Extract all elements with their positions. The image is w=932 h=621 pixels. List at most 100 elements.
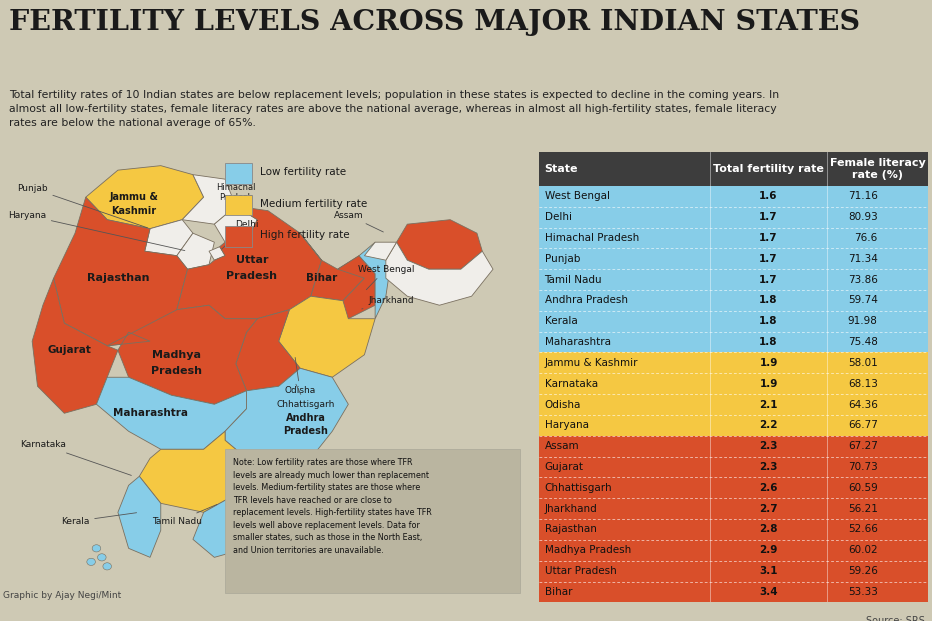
Text: 75.48: 75.48 xyxy=(848,337,878,347)
Text: Odisha: Odisha xyxy=(284,358,316,395)
Text: 64.36: 64.36 xyxy=(848,399,878,410)
Text: 80.93: 80.93 xyxy=(848,212,878,222)
Text: Delhi: Delhi xyxy=(222,220,258,249)
Circle shape xyxy=(98,554,106,561)
Text: Chhattisgarh: Chhattisgarh xyxy=(276,384,335,409)
Text: 56.21: 56.21 xyxy=(848,504,878,514)
Bar xyxy=(539,248,928,270)
Text: Medium fertility rate: Medium fertility rate xyxy=(260,199,367,209)
Bar xyxy=(539,353,928,373)
Bar xyxy=(226,227,252,247)
Text: Gujarat: Gujarat xyxy=(544,462,583,472)
Bar xyxy=(226,450,520,594)
Text: 2.7: 2.7 xyxy=(760,504,778,514)
Text: 1.6: 1.6 xyxy=(760,191,778,201)
Bar xyxy=(539,456,928,478)
Bar xyxy=(539,290,928,311)
Text: Karnataka: Karnataka xyxy=(544,379,597,389)
Text: Andhra: Andhra xyxy=(285,413,325,423)
Text: Himachal Pradesh: Himachal Pradesh xyxy=(544,233,638,243)
Text: Rajasthan: Rajasthan xyxy=(87,273,149,283)
Text: 1.9: 1.9 xyxy=(760,358,777,368)
Text: Total fertility rate: Total fertility rate xyxy=(713,164,824,174)
Text: Haryana: Haryana xyxy=(544,420,588,430)
Text: 59.74: 59.74 xyxy=(848,296,878,306)
Text: 67.27: 67.27 xyxy=(848,441,878,451)
Text: FERTILITY LEVELS ACROSS MAJOR INDIAN STATES: FERTILITY LEVELS ACROSS MAJOR INDIAN STA… xyxy=(9,9,860,36)
Polygon shape xyxy=(359,242,391,319)
Text: Madhya: Madhya xyxy=(152,350,201,360)
Text: State: State xyxy=(544,164,578,174)
Bar xyxy=(539,311,928,332)
Polygon shape xyxy=(214,206,257,242)
Bar xyxy=(539,561,928,581)
Polygon shape xyxy=(300,233,364,301)
Text: Female literacy
rate (%): Female literacy rate (%) xyxy=(829,158,925,180)
Text: 1.8: 1.8 xyxy=(760,296,778,306)
Text: Maharashtra: Maharashtra xyxy=(113,408,187,419)
Bar xyxy=(539,478,928,498)
Polygon shape xyxy=(332,256,375,319)
Text: Odisha: Odisha xyxy=(544,399,581,410)
Text: 2.3: 2.3 xyxy=(760,462,778,472)
Bar xyxy=(539,436,928,456)
Polygon shape xyxy=(236,310,300,391)
Text: 2.8: 2.8 xyxy=(760,525,778,535)
Polygon shape xyxy=(107,305,257,404)
Bar xyxy=(539,227,928,248)
Text: 2.9: 2.9 xyxy=(760,545,777,555)
Text: 66.77: 66.77 xyxy=(848,420,878,430)
Text: Jammu &: Jammu & xyxy=(110,192,158,202)
Text: 2.1: 2.1 xyxy=(760,399,778,410)
Text: 3.4: 3.4 xyxy=(760,587,778,597)
Text: Madhya Pradesh: Madhya Pradesh xyxy=(544,545,631,555)
Text: 1.7: 1.7 xyxy=(760,254,778,264)
Bar xyxy=(539,207,928,227)
Text: Chhattisgarh: Chhattisgarh xyxy=(544,483,612,493)
Bar xyxy=(539,415,928,436)
Text: Himachal
Pradesh: Himachal Pradesh xyxy=(216,183,255,210)
Polygon shape xyxy=(177,233,214,270)
Text: 52.66: 52.66 xyxy=(848,525,878,535)
Text: 1.7: 1.7 xyxy=(760,274,778,284)
Text: 53.33: 53.33 xyxy=(848,587,878,597)
Text: Kerala: Kerala xyxy=(544,316,577,326)
Text: West Bengal: West Bengal xyxy=(544,191,610,201)
Text: Assam: Assam xyxy=(544,441,579,451)
Text: Delhi: Delhi xyxy=(544,212,571,222)
Text: 59.26: 59.26 xyxy=(848,566,878,576)
Text: Assam: Assam xyxy=(334,211,383,232)
Polygon shape xyxy=(397,220,483,270)
Text: 1.8: 1.8 xyxy=(760,337,778,347)
Text: Pradesh: Pradesh xyxy=(283,426,328,437)
Text: 60.02: 60.02 xyxy=(848,545,878,555)
Text: Kerala: Kerala xyxy=(61,513,137,526)
Text: 71.34: 71.34 xyxy=(848,254,878,264)
Text: Graphic by Ajay Negi/Mint: Graphic by Ajay Negi/Mint xyxy=(3,591,121,600)
Bar xyxy=(539,519,928,540)
Text: Tamil Nadu: Tamil Nadu xyxy=(544,274,602,284)
Polygon shape xyxy=(364,242,397,260)
Text: Jharkhand: Jharkhand xyxy=(362,296,414,309)
Circle shape xyxy=(87,558,95,566)
Text: Tamil Nadu: Tamil Nadu xyxy=(152,504,217,526)
Text: 70.73: 70.73 xyxy=(848,462,878,472)
Text: Punjab: Punjab xyxy=(17,184,147,228)
Bar xyxy=(539,498,928,519)
Text: 58.01: 58.01 xyxy=(848,358,878,368)
Text: Rajasthan: Rajasthan xyxy=(544,525,596,535)
Text: Note: Low fertility rates are those where TFR
levels are already much lower than: Note: Low fertility rates are those wher… xyxy=(233,458,432,555)
Polygon shape xyxy=(97,377,246,450)
Bar xyxy=(539,394,928,415)
Text: Bihar: Bihar xyxy=(544,587,572,597)
Text: Punjab: Punjab xyxy=(544,254,580,264)
Text: 1.8: 1.8 xyxy=(760,316,778,326)
Text: Andhra Pradesh: Andhra Pradesh xyxy=(544,296,627,306)
Bar xyxy=(539,373,928,394)
Text: 71.16: 71.16 xyxy=(848,191,878,201)
Polygon shape xyxy=(193,458,279,558)
Polygon shape xyxy=(32,278,117,414)
Bar xyxy=(539,540,928,561)
Text: West Bengal: West Bengal xyxy=(358,265,414,290)
Text: 2.3: 2.3 xyxy=(760,441,778,451)
